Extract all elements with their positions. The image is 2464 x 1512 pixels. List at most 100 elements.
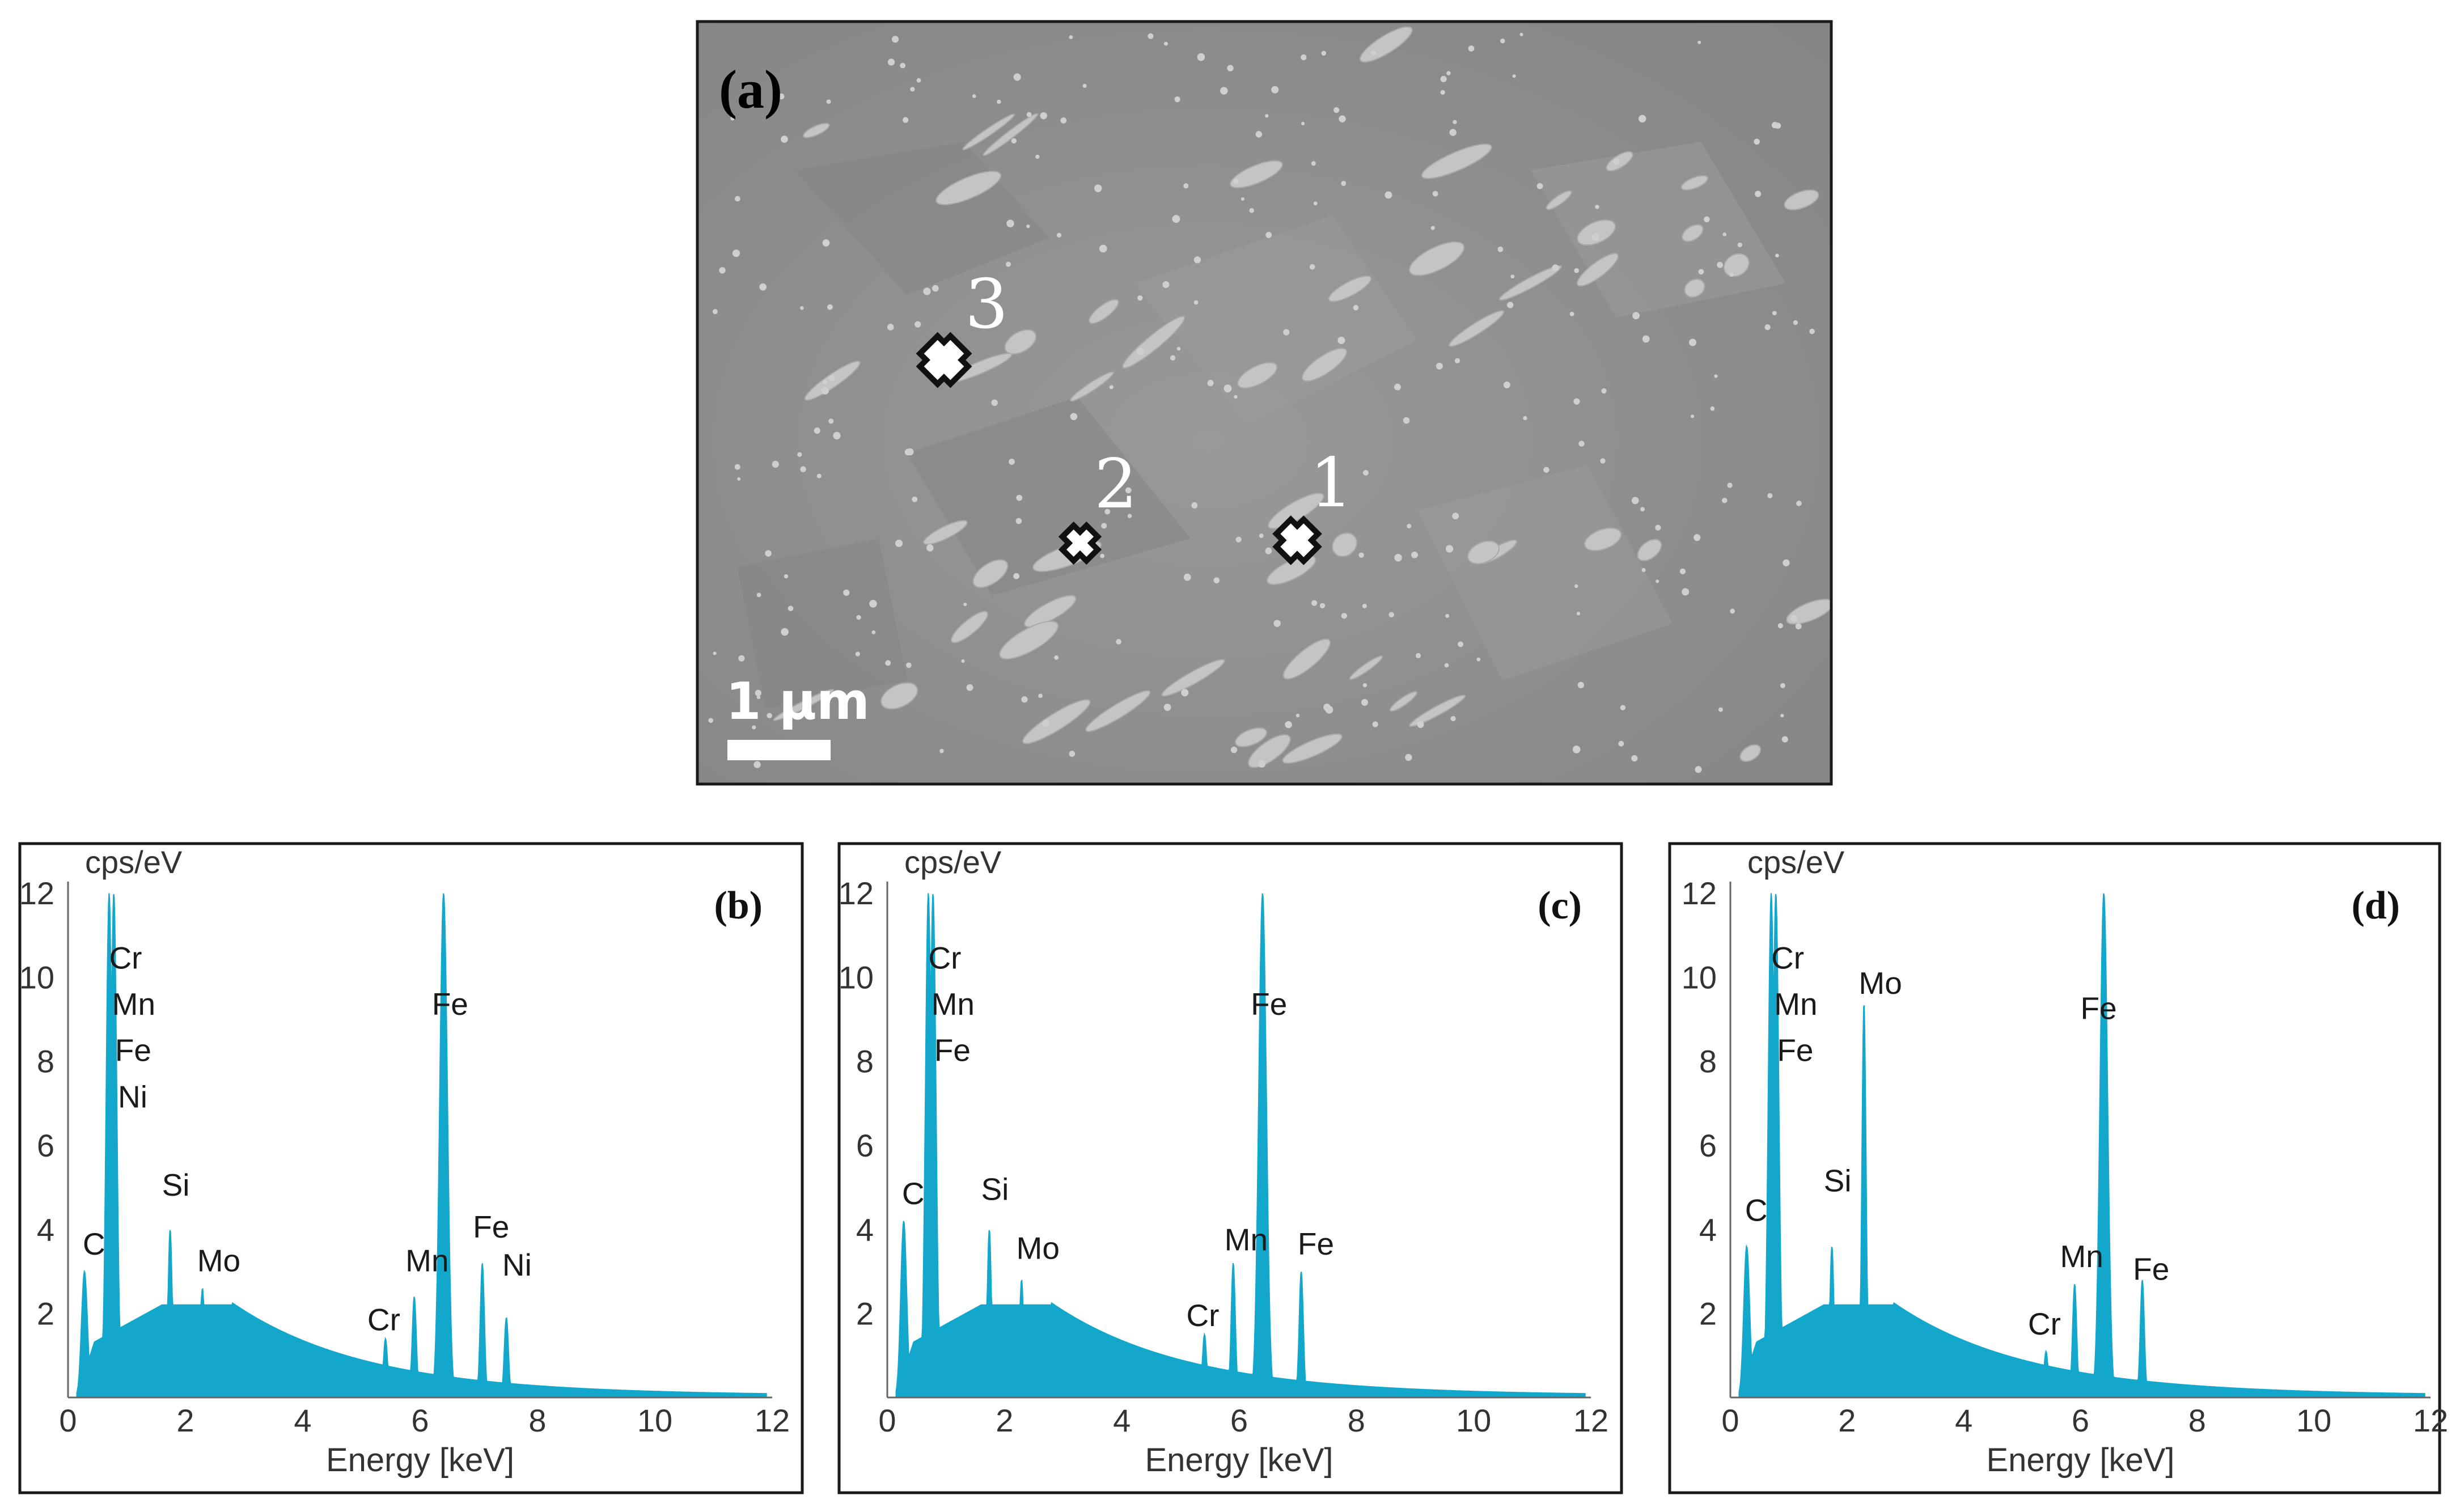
sem-precipitate-dot xyxy=(1730,608,1735,614)
sem-precipitate-dot xyxy=(1655,524,1661,531)
sem-precipitate-dot xyxy=(1407,523,1412,528)
sem-precipitate-dot xyxy=(1573,398,1580,405)
sem-precipitate-dot xyxy=(1722,498,1728,503)
sem-precipitate-dot xyxy=(1295,713,1300,718)
sem-particle xyxy=(1161,659,1225,697)
sem-precipitate-dot xyxy=(1656,579,1659,583)
sem-precipitate-dot xyxy=(1790,615,1798,622)
sem-precipitate-dot xyxy=(1371,50,1377,56)
sem-precipitate-dot xyxy=(1440,75,1447,83)
sem-precipitate-dot xyxy=(1698,269,1704,275)
sem-precipitate-dot xyxy=(1591,234,1599,241)
sem-precipitate-dot xyxy=(1116,638,1121,645)
sem-precipitate-dot xyxy=(1026,112,1032,117)
sem-precipitate-dot xyxy=(1601,388,1607,394)
sem-precipitate-dot xyxy=(1100,553,1105,558)
sem-particle xyxy=(1024,595,1077,628)
sem-precipitate-dot xyxy=(753,761,761,768)
sem-precipitate-dot xyxy=(1137,348,1144,355)
sem-precipitate-dot xyxy=(1458,641,1464,647)
sem-particle xyxy=(1409,694,1466,727)
sem-precipitate-dot xyxy=(778,93,785,100)
sem-precipitate-dot xyxy=(1082,83,1087,88)
sem-precipitate-dot xyxy=(800,466,806,472)
sem-precipitate-dot xyxy=(1162,281,1170,289)
sem-precipitate-dot xyxy=(1613,158,1620,165)
sem-precipitate-dot xyxy=(1070,413,1078,421)
sem-particle xyxy=(1389,691,1417,712)
sem-precipitate-dot xyxy=(1403,417,1410,424)
sem-precipitate-dot xyxy=(1258,760,1266,768)
sem-precipitate-dot xyxy=(1273,620,1281,627)
sem-precipitate-dot xyxy=(1255,131,1263,138)
sem-precipitate-dot xyxy=(1309,264,1315,270)
sem-precipitate-dot xyxy=(1385,191,1392,199)
sem-precipitate-dot xyxy=(1125,487,1132,494)
sem-precipitate-dot xyxy=(1197,53,1205,61)
sem-precipitate-dot xyxy=(708,718,714,723)
sem-precipitate-dot xyxy=(966,684,973,691)
sem-grain-region xyxy=(737,539,907,709)
sem-precipitate-dot xyxy=(1754,138,1760,145)
peak-label: Cr xyxy=(928,941,961,976)
sem-precipitate-dot xyxy=(1781,736,1788,743)
sem-precipitate-dot xyxy=(1507,302,1514,308)
sem-precipitate-dot xyxy=(932,285,939,292)
sem-particle xyxy=(1784,189,1819,210)
sem-precipitate-dot xyxy=(1069,35,1073,40)
sem-precipitate-dot xyxy=(1127,514,1132,518)
sem-precipitate-dot xyxy=(1772,311,1777,316)
sem-precipitate-dot xyxy=(1176,346,1181,351)
sem-precipitate-dot xyxy=(1642,335,1650,343)
x-axis-title: Energy [keV] xyxy=(1145,1442,1333,1479)
x-tick-label: 8 xyxy=(2188,1403,2206,1438)
sem-precipitate-dot xyxy=(1704,216,1710,223)
x-axis-title: Energy [keV] xyxy=(326,1442,514,1479)
sem-particle xyxy=(1684,278,1705,298)
sem-precipitate-dot xyxy=(1060,117,1067,124)
x-tick-label: 4 xyxy=(1113,1403,1131,1438)
scale-bar: 1 µm xyxy=(726,672,870,760)
sem-particle xyxy=(1237,362,1278,389)
peak-label: Fe xyxy=(2081,991,2117,1026)
point-label-3: 3 xyxy=(965,265,1008,344)
y-tick-label: 2 xyxy=(37,1296,54,1332)
sem-precipitate-dot xyxy=(772,460,779,468)
point-label-1: 1 xyxy=(1310,444,1353,523)
sem-precipitate-dot xyxy=(822,239,830,247)
scale-bar-label: 1 µm xyxy=(726,672,870,731)
sem-particle xyxy=(1349,655,1383,680)
sem-precipitate-dot xyxy=(1445,545,1454,553)
peak-label: C xyxy=(1745,1193,1768,1228)
sem-precipitate-dot xyxy=(1193,256,1201,264)
sem-precipitate-dot xyxy=(1695,766,1702,773)
sem-precipitate-dot xyxy=(744,707,749,711)
cross-marker-icon xyxy=(916,332,972,388)
sem-precipitate-dot xyxy=(1697,40,1701,44)
sem-precipitate-dot xyxy=(816,473,822,478)
sem-precipitate-dot xyxy=(1793,320,1798,325)
sem-precipitate-dot xyxy=(1476,657,1481,662)
sem-precipitate-dot xyxy=(1497,246,1504,252)
x-tick-label: 8 xyxy=(528,1403,546,1438)
eds-spectrum-panel: 2 4 6 8 10 12 0 2 4 6 8 10 12 cps/eV Energy [keV] (d) C C… xyxy=(1668,842,2448,1494)
sem-precipitate-dot xyxy=(826,99,831,104)
sem-precipitate-dot xyxy=(1577,681,1584,688)
sem-precipitate-dot xyxy=(1755,190,1762,197)
sem-precipitate-dot xyxy=(1783,559,1790,566)
sem-precipitate-dot xyxy=(1191,502,1198,509)
sem-precipitate-dot xyxy=(1323,704,1331,711)
sem-precipitate-dot xyxy=(1361,699,1368,706)
sem-precipitate-dot xyxy=(904,448,912,456)
x-tick-label: 6 xyxy=(411,1403,429,1438)
sem-particle xyxy=(1004,329,1037,355)
sem-precipitate-dot xyxy=(738,655,745,662)
peak-label: Mn xyxy=(1774,986,1817,1022)
sem-precipitate-dot xyxy=(1452,513,1459,520)
sem-precipitate-dot xyxy=(1056,232,1062,238)
sem-precipitate-dot xyxy=(1620,705,1626,710)
sem-particle xyxy=(951,611,989,643)
sem-particle xyxy=(1282,638,1331,680)
sem-precipitate-dot xyxy=(1446,71,1451,75)
sem-precipitate-dot xyxy=(1181,689,1189,697)
